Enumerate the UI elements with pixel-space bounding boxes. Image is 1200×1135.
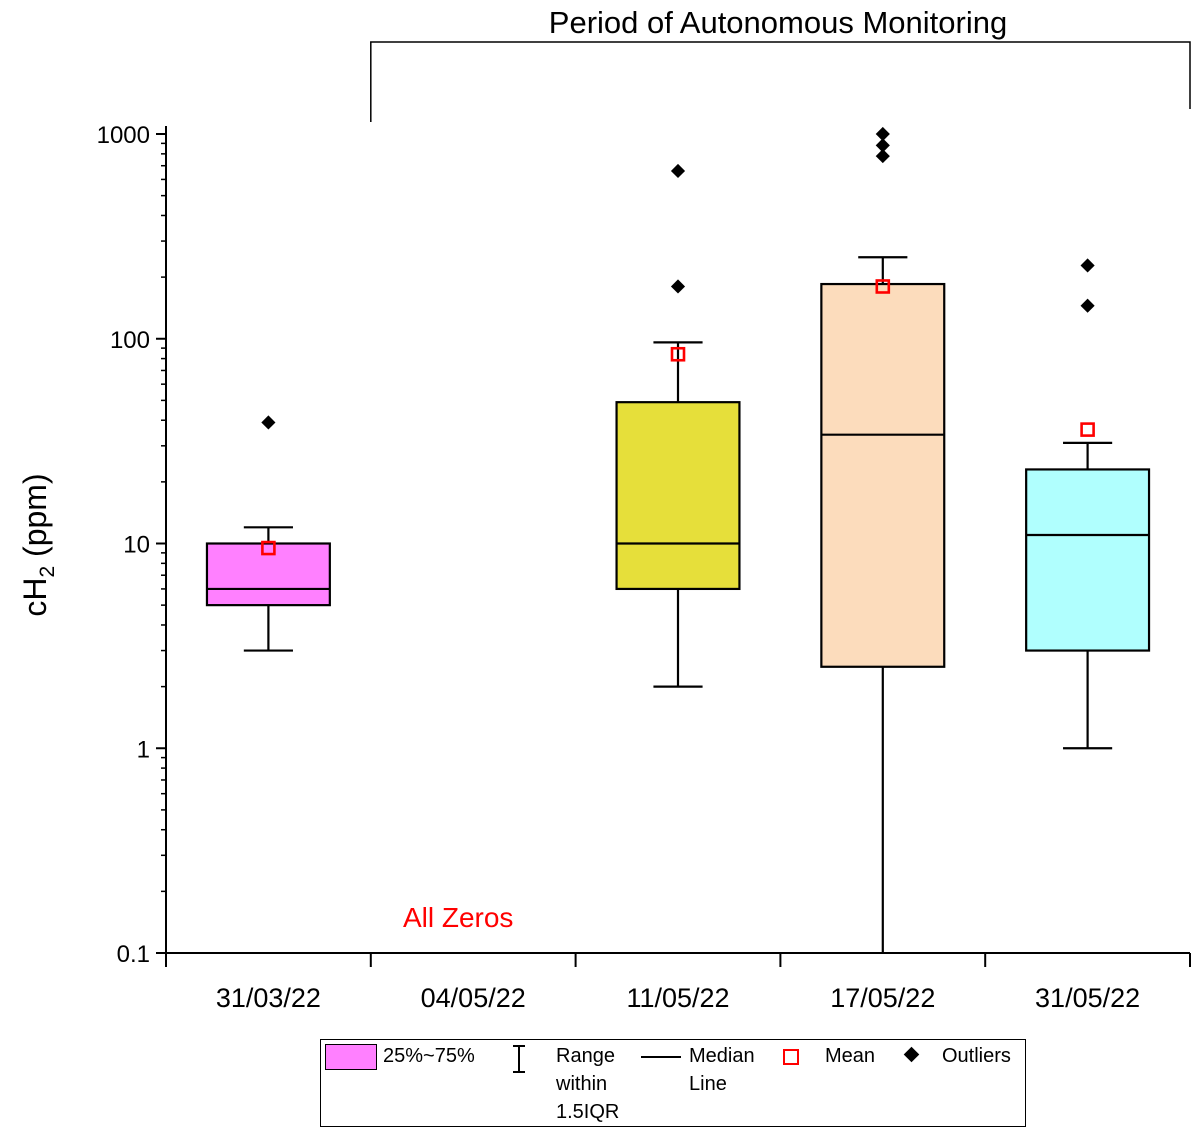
box-group xyxy=(1025,258,1151,750)
x-tick-label: 31/05/22 xyxy=(1035,983,1140,1013)
all-zeros-annotation: All Zeros xyxy=(403,902,513,933)
outlier-point xyxy=(670,279,686,294)
x-axis-ticks: 31/03/22 04/05/22 11/05/22 17/05/22 31/05/22 xyxy=(165,953,1191,1013)
legend-median-label: Median Line xyxy=(689,1045,755,1095)
y-axis-label-unit: (ppm) xyxy=(17,473,53,565)
outlier-point xyxy=(1080,258,1095,273)
monitoring-period-bracket xyxy=(370,41,1191,122)
legend-box-swatch xyxy=(325,1044,377,1070)
legend-mean-icon xyxy=(783,1049,799,1065)
legend-outlier-label: Outliers xyxy=(942,1045,1011,1067)
legend-range-label: Range within 1.5IQR xyxy=(556,1045,620,1123)
y-axis-label-subscript: 2 xyxy=(36,566,59,578)
box-series xyxy=(205,126,1151,953)
x-tick-label: 11/05/22 xyxy=(626,983,729,1013)
outlier-point xyxy=(875,138,890,153)
legend-median-line-icon xyxy=(641,1056,681,1058)
iqr-box xyxy=(615,401,741,591)
mean-marker xyxy=(1080,422,1095,437)
x-tick-label: 31/03/22 xyxy=(216,983,321,1013)
y-tick-label: 0.1 xyxy=(117,941,150,968)
outlier-point xyxy=(875,149,890,164)
mean-marker xyxy=(261,540,276,556)
box-group xyxy=(615,163,741,688)
y-axis-ticks: 0.1 1 10 100 1000 xyxy=(97,122,166,968)
legend-mean-label: Mean xyxy=(825,1045,876,1067)
outlier-point xyxy=(670,163,686,179)
y-tick-label: 100 xyxy=(110,327,150,354)
chart-title: Period of Autonomous Monitoring xyxy=(549,5,1007,40)
legend-outlier-icon xyxy=(903,1046,920,1063)
y-axis-label-main: cH xyxy=(17,578,53,617)
y-axis-label: cH2 (ppm) xyxy=(17,473,59,616)
x-tick-label: 04/05/22 xyxy=(421,983,526,1013)
y-tick-label: 1 xyxy=(137,736,150,763)
iqr-box xyxy=(205,542,331,607)
legend-box-label: 25%~75% xyxy=(383,1045,475,1067)
outlier-point xyxy=(875,126,890,142)
mean-marker xyxy=(670,346,686,362)
y-tick-label: 10 xyxy=(123,532,150,559)
mean-marker xyxy=(875,279,891,294)
outlier-point xyxy=(1080,298,1095,313)
iqr-box xyxy=(820,282,946,668)
x-tick-label: 17/05/22 xyxy=(830,983,935,1013)
box-group xyxy=(205,415,331,652)
legend-range-icon xyxy=(513,1045,525,1073)
outlier-point xyxy=(261,415,276,430)
y-tick-label: 1000 xyxy=(97,122,150,149)
chart-legend: 25%~75% Range within 1.5IQR Median Line … xyxy=(320,1039,1026,1127)
box-group xyxy=(820,126,946,953)
iqr-box xyxy=(1025,468,1151,652)
